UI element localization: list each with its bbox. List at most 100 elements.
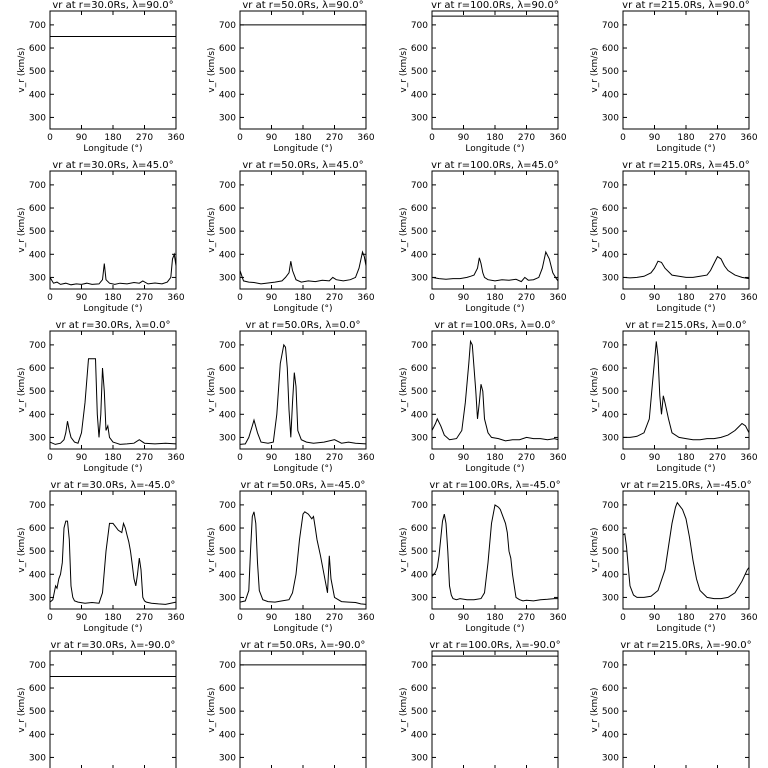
- y-tick-label: 500: [219, 67, 236, 77]
- x-axis-label: Longitude (°): [83, 144, 142, 154]
- panel: [239, 330, 367, 450]
- x-tick-label: 270: [518, 613, 535, 623]
- y-tick-label: 400: [219, 250, 236, 260]
- x-tick-label: 180: [294, 453, 311, 463]
- panel-title: vr at r=215.0Rs, λ=0.0°: [625, 320, 746, 331]
- x-tick-label: 0: [429, 133, 435, 143]
- y-tick-label: 600: [411, 204, 428, 214]
- x-tick-label: 360: [740, 613, 757, 623]
- panel: [239, 650, 367, 768]
- y-tick-label: 300: [602, 433, 619, 443]
- y-tick-label: 300: [29, 433, 46, 443]
- panel: [622, 650, 750, 768]
- y-tick-label: 600: [219, 364, 236, 374]
- panel: [239, 490, 367, 610]
- y-tick-label: 700: [602, 341, 619, 351]
- y-tick-label: 400: [411, 730, 428, 740]
- x-axis-label: Longitude (°): [656, 144, 715, 154]
- panel-title: vr at r=30.0Rs, λ=0.0°: [56, 320, 171, 331]
- y-tick-label: 400: [411, 410, 428, 420]
- x-tick-label: 90: [649, 453, 661, 463]
- y-tick-label: 300: [411, 753, 428, 763]
- plot-frame: [239, 650, 367, 768]
- x-tick-label: 360: [167, 453, 184, 463]
- x-tick-label: 270: [136, 133, 153, 143]
- y-tick-label: 500: [29, 227, 46, 237]
- plot-frame: [239, 330, 367, 450]
- x-tick-label: 90: [266, 453, 278, 463]
- y-tick-label: 600: [29, 364, 46, 374]
- y-tick-label: 400: [219, 570, 236, 580]
- x-tick-label: 90: [76, 453, 88, 463]
- x-tick-label: 0: [620, 453, 626, 463]
- panel-title: vr at r=50.0Rs, λ=45.0°: [242, 160, 363, 171]
- plot-frame: [431, 330, 559, 450]
- y-tick-label: 400: [219, 730, 236, 740]
- y-tick-label: 600: [602, 684, 619, 694]
- panel-title: vr at r=215.0Rs, λ=45.0°: [622, 160, 750, 171]
- x-tick-label: 180: [486, 293, 503, 303]
- x-tick-label: 180: [677, 453, 694, 463]
- panel-title: vr at r=100.0Rs, λ=45.0°: [431, 160, 559, 171]
- y-axis-label: v_r (km/s): [399, 687, 409, 732]
- y-tick-label: 700: [411, 21, 428, 31]
- x-tick-label: 90: [76, 613, 88, 623]
- x-tick-label: 0: [429, 293, 435, 303]
- y-tick-label: 400: [411, 570, 428, 580]
- x-tick-label: 360: [357, 133, 374, 143]
- x-tick-label: 270: [326, 613, 343, 623]
- y-tick-label: 500: [219, 707, 236, 717]
- x-tick-label: 270: [326, 453, 343, 463]
- panel: [49, 650, 177, 768]
- y-tick-label: 300: [411, 273, 428, 283]
- panel-title: vr at r=30.0Rs, λ=-45.0°: [51, 480, 176, 491]
- y-tick-label: 500: [219, 387, 236, 397]
- x-tick-label: 90: [649, 293, 661, 303]
- y-tick-label: 500: [602, 387, 619, 397]
- panel: [239, 170, 367, 290]
- x-tick-label: 0: [620, 293, 626, 303]
- y-axis-label: v_r (km/s): [17, 687, 27, 732]
- x-axis-label: Longitude (°): [273, 624, 332, 634]
- x-tick-label: 270: [709, 293, 726, 303]
- x-axis-label: Longitude (°): [465, 304, 524, 314]
- y-tick-label: 500: [29, 67, 46, 77]
- panel: [622, 490, 750, 610]
- y-tick-label: 500: [411, 227, 428, 237]
- y-tick-label: 600: [29, 44, 46, 54]
- panel: [49, 330, 177, 450]
- series-line: [623, 501, 749, 600]
- panel-title: vr at r=215.0Rs, λ=-45.0°: [620, 480, 751, 491]
- panel-title: vr at r=50.0Rs, λ=90.0°: [242, 0, 363, 11]
- y-tick-label: 400: [29, 250, 46, 260]
- y-tick-label: 300: [219, 113, 236, 123]
- x-tick-label: 270: [518, 293, 535, 303]
- plot-frame: [239, 10, 367, 130]
- x-tick-label: 180: [294, 293, 311, 303]
- plot-frame: [622, 10, 750, 130]
- x-tick-label: 90: [458, 133, 470, 143]
- x-tick-label: 0: [237, 453, 243, 463]
- x-axis-label: Longitude (°): [465, 144, 524, 154]
- y-tick-label: 500: [219, 227, 236, 237]
- x-tick-label: 360: [549, 293, 566, 303]
- plot-frame: [622, 490, 750, 610]
- x-tick-label: 270: [709, 613, 726, 623]
- series-line: [50, 358, 176, 445]
- plot-frame: [239, 170, 367, 290]
- plot-frame: [622, 330, 750, 450]
- x-tick-label: 360: [740, 453, 757, 463]
- y-tick-label: 500: [411, 547, 428, 557]
- y-tick-label: 700: [411, 661, 428, 671]
- y-tick-label: 500: [411, 67, 428, 77]
- y-tick-label: 500: [29, 707, 46, 717]
- panel-title: vr at r=30.0Rs, λ=45.0°: [52, 160, 173, 171]
- y-axis-label: v_r (km/s): [590, 687, 600, 732]
- panel: [431, 170, 559, 290]
- series-line: [240, 511, 366, 605]
- series-line: [50, 520, 176, 605]
- x-axis-label: Longitude (°): [273, 144, 332, 154]
- x-tick-label: 360: [549, 133, 566, 143]
- x-tick-label: 360: [167, 133, 184, 143]
